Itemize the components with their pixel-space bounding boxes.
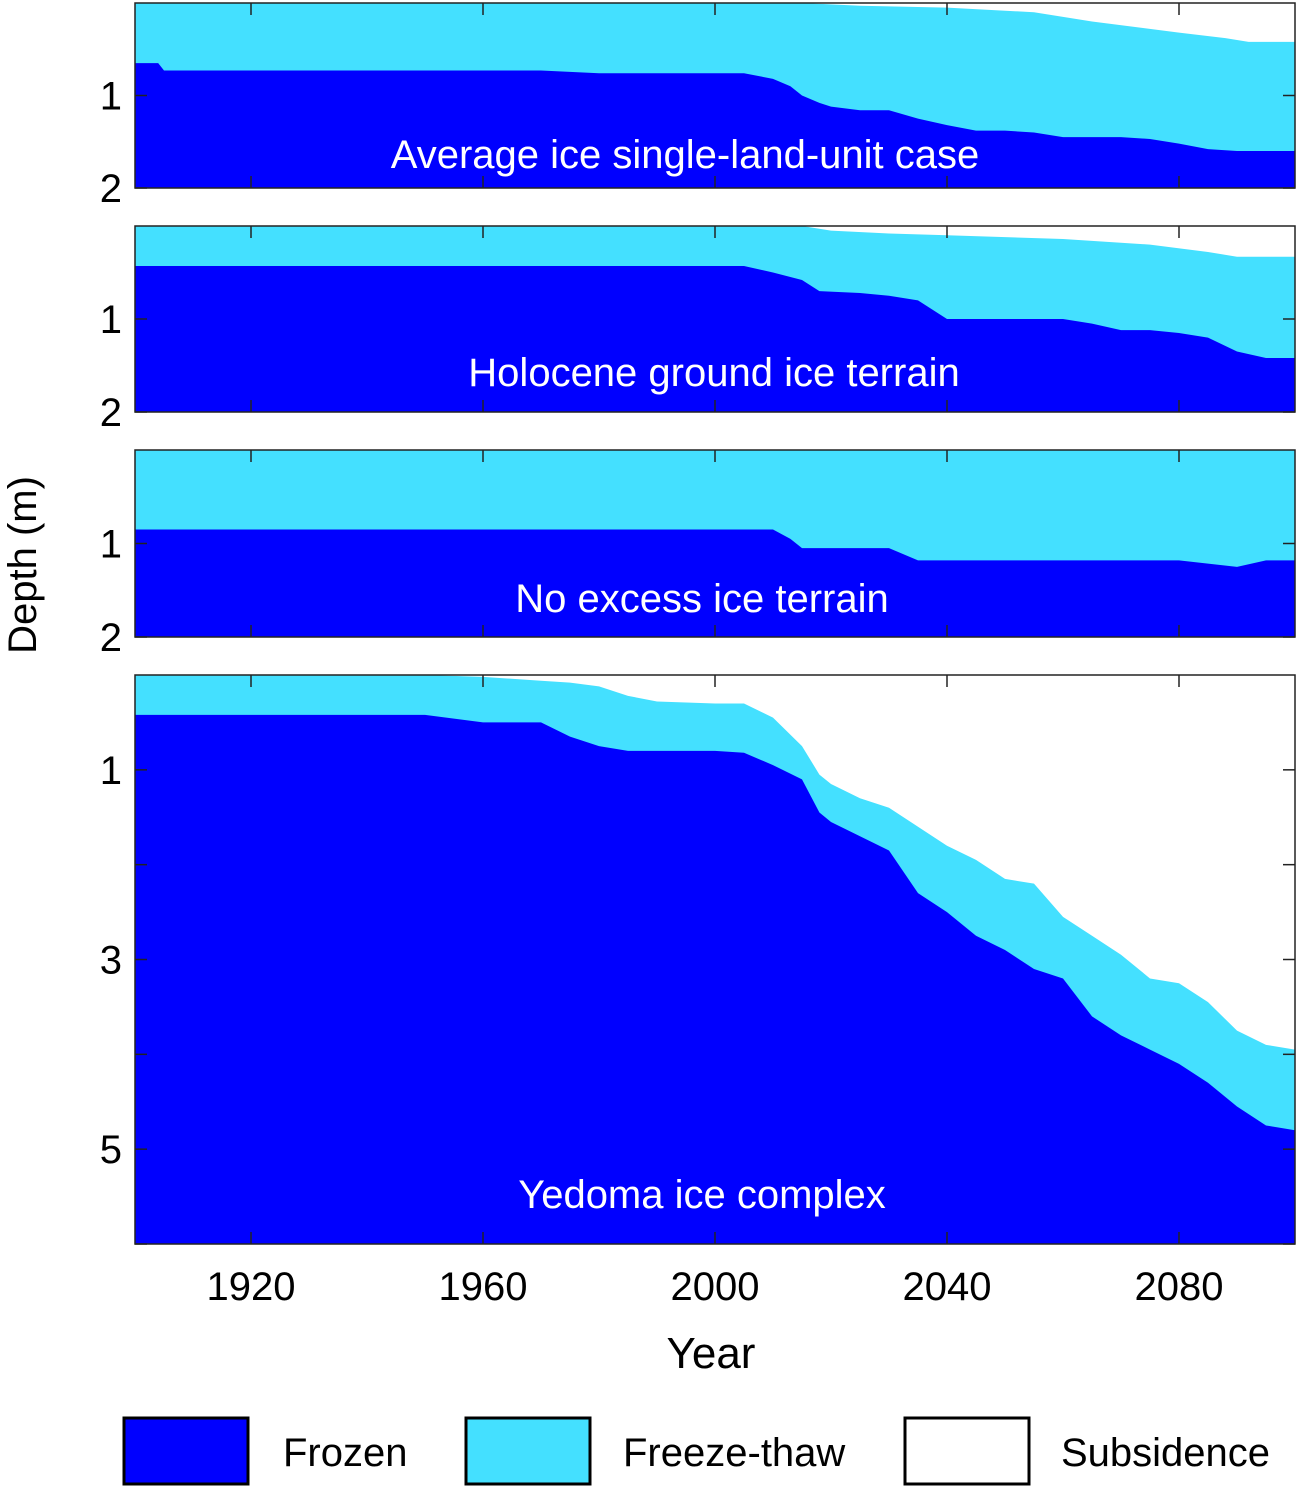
panel-2: 1 2 Holocene ground ice terrain — [100, 225, 1296, 435]
panel-2-frozen-area — [135, 265, 1295, 412]
x-tick-label: 2080 — [1135, 1265, 1224, 1309]
panel-3-title: No excess ice terrain — [515, 577, 888, 621]
panels: 1 2 Average ice single-land-unit case 1 2 Hol… — [100, 2, 1296, 1309]
x-tick-label: 1960 — [439, 1265, 528, 1309]
panel-4-frozen-area — [135, 714, 1295, 1244]
legend-item-subsidence: Subsidence — [903, 1416, 1270, 1486]
panel-4-y-tick-label: 1 — [100, 749, 122, 793]
y-axis-label: Depth (m) — [1, 476, 45, 654]
legend-swatch-subsidence — [903, 1416, 1031, 1486]
panel-1-frozen-area — [135, 63, 1295, 188]
panel-1-y-tick-label: 1 — [100, 75, 122, 119]
x-tick-label: 2040 — [903, 1265, 992, 1309]
legend-item-freeze-thaw: Freeze-thaw — [464, 1416, 845, 1486]
panel-2-title: Holocene ground ice terrain — [468, 351, 959, 395]
panel-3-y-tick-label: 2 — [100, 616, 122, 660]
legend-item-frozen: Frozen — [122, 1416, 408, 1486]
panel-2-y-tick-label: 1 — [100, 298, 122, 342]
panel-3-plot-area — [135, 450, 1295, 637]
legend-swatch-freeze-thaw — [464, 1416, 592, 1486]
panel-4-y-tick-label: 3 — [100, 939, 122, 983]
legend: Frozen Freeze-thaw Subsidence — [122, 1416, 1270, 1486]
panel-4-plot-area — [135, 675, 1295, 1244]
legend-label-freeze-thaw: Freeze-thaw — [623, 1431, 845, 1475]
panel-1-plot-area — [135, 3, 1295, 188]
panel-4: 1 3 5 Yedoma ice complex — [100, 674, 1296, 1245]
legend-label-subsidence: Subsidence — [1061, 1431, 1270, 1475]
panel-4-title: Yedoma ice complex — [518, 1173, 886, 1217]
legend-label-frozen: Frozen — [283, 1431, 408, 1475]
panel-3-y-tick-label: 1 — [100, 523, 122, 567]
panel-1-title: Average ice single-land-unit case — [391, 133, 980, 177]
x-tick-label: 2000 — [671, 1265, 760, 1309]
panel-4-y-tick-label: 5 — [100, 1128, 122, 1172]
panel-2-plot-area — [135, 226, 1295, 412]
x-tick-label: 1920 — [207, 1265, 296, 1309]
panel-1-y-tick-label: 2 — [100, 167, 122, 211]
legend-swatch-frozen — [122, 1416, 250, 1486]
panel-2-y-tick-label: 2 — [100, 391, 122, 435]
panel-3: 1 2 No excess ice terrain — [100, 449, 1296, 660]
panel-3-frozen-area — [135, 529, 1295, 637]
x-axis-label: Year — [667, 1329, 756, 1378]
panel-1: 1 2 Average ice single-land-unit case — [100, 2, 1296, 211]
